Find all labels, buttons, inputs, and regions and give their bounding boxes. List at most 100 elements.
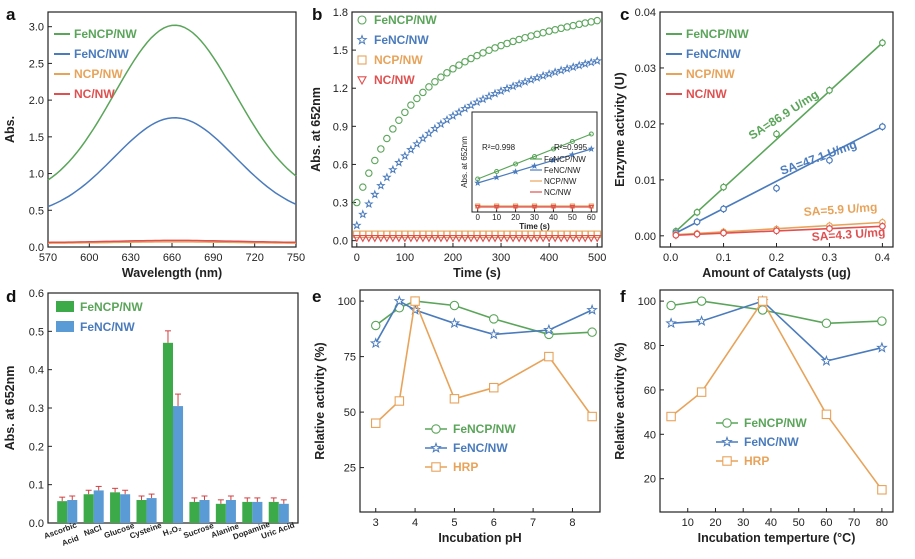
- b-point: [581, 19, 589, 27]
- e-point: [448, 317, 461, 329]
- f-point: [877, 485, 887, 495]
- b-point: [503, 39, 511, 48]
- c-point: [826, 225, 833, 232]
- e-point: [587, 327, 597, 337]
- b-inset-legend-label: FeNCP/NW: [544, 155, 586, 164]
- e-ytick-label: 50: [344, 407, 356, 419]
- c-legend-label: NC/NW: [686, 87, 727, 101]
- f-xtick-label: 30: [737, 517, 749, 529]
- b-point: [352, 220, 362, 230]
- b-point: [497, 41, 505, 50]
- b-point: [556, 65, 566, 75]
- d-bar: [215, 503, 226, 523]
- c-ylabel: Enzyme activity (U): [613, 72, 627, 187]
- b-point: [394, 234, 404, 243]
- c-point: [773, 130, 780, 138]
- b-point: [364, 199, 374, 209]
- panel-b-label: b: [312, 5, 322, 24]
- a-legend-label: FeNCP/NW: [74, 27, 137, 41]
- d-legend-swatch: [56, 321, 74, 332]
- b-point: [575, 20, 583, 29]
- b-point: [406, 144, 416, 154]
- b-legend-marker: [356, 34, 368, 45]
- f-xtick-label: 50: [793, 517, 805, 529]
- c-point: [773, 184, 780, 192]
- d-bar: [199, 500, 210, 523]
- b-point: [521, 33, 529, 42]
- b-inset-point: [512, 168, 520, 175]
- b-point: [526, 74, 536, 84]
- c-point: [720, 229, 727, 237]
- e-xtick-label: 5: [451, 517, 457, 529]
- b-point: [454, 107, 464, 117]
- e-point: [449, 394, 460, 404]
- b-point: [485, 46, 493, 55]
- b-point: [514, 234, 524, 243]
- panel-c-label: c: [620, 5, 629, 24]
- f-point: [696, 296, 707, 306]
- b-point: [569, 21, 577, 30]
- b-point: [550, 67, 560, 77]
- c-legend-label: FeNC/NW: [686, 47, 741, 61]
- f-legend-label: HRP: [744, 454, 769, 468]
- b-point: [479, 49, 487, 57]
- b-ytick-label: 1.2: [333, 83, 348, 95]
- e-point: [449, 300, 460, 311]
- c-ytick-label: 0.00: [635, 231, 656, 243]
- c-point: [693, 230, 701, 238]
- b-point: [376, 180, 386, 190]
- c-sa-annotation: SA=5.9 U/mg: [803, 200, 878, 219]
- b-ytick-label: 0.3: [333, 198, 348, 210]
- b-point: [568, 62, 578, 72]
- b-xtick-label: 0: [354, 252, 360, 264]
- b-point: [593, 234, 602, 243]
- b-inset-xtick-label: 50: [568, 213, 577, 222]
- b-point: [430, 234, 440, 243]
- d-category-label: H₂O₂: [162, 523, 183, 538]
- a-series-line: [47, 24, 297, 181]
- d-ytick-label: 0.4: [29, 365, 44, 377]
- d-bar: [268, 501, 279, 523]
- b-inset-point: [569, 204, 576, 211]
- a-xtick-label: 690: [204, 252, 222, 264]
- a-ytick-label: 1.0: [29, 169, 44, 181]
- b-inset-xtick-label: 30: [530, 213, 539, 222]
- b-point: [478, 234, 488, 243]
- d-ytick-label: 0.2: [29, 441, 44, 453]
- f-point: [877, 316, 887, 326]
- e-ytick-label: 25: [344, 463, 356, 475]
- c-point: [693, 208, 701, 216]
- b-point: [353, 198, 361, 207]
- b-inset-fit-line: [477, 148, 592, 184]
- b-point: [532, 72, 542, 82]
- f-point: [757, 296, 768, 306]
- b-point: [371, 156, 379, 165]
- a-ylabel: Abs.: [3, 116, 17, 143]
- b-point: [406, 234, 416, 243]
- d-bar: [93, 490, 104, 523]
- f-point: [821, 318, 832, 329]
- f-point: [821, 409, 832, 420]
- b-inset-xtick-label: 60: [587, 213, 596, 222]
- d-ytick-label: 0.3: [29, 403, 44, 415]
- b-inset-point: [568, 151, 576, 158]
- b-point: [424, 128, 434, 138]
- b-inset-frame: [471, 111, 598, 213]
- b-inset-point: [531, 162, 538, 169]
- b-point: [412, 234, 422, 243]
- b-inset-legend-label: NC/NW: [544, 188, 572, 197]
- b-inset-fit-line: [477, 133, 592, 180]
- b-point: [376, 234, 385, 243]
- d-ytick-label: 0.6: [29, 288, 44, 300]
- e-point: [410, 296, 420, 306]
- b-point: [401, 108, 409, 117]
- f-legend-marker: [722, 456, 732, 466]
- b-inset-point: [474, 179, 482, 187]
- f-series-line: [671, 300, 883, 362]
- b-point: [593, 230, 601, 239]
- f-point: [695, 315, 708, 326]
- b-point: [544, 69, 554, 78]
- f-xlabel: Incubation temperture (°C): [698, 531, 856, 545]
- b-ytick-label: 1.5: [333, 45, 348, 57]
- b-point: [520, 234, 530, 243]
